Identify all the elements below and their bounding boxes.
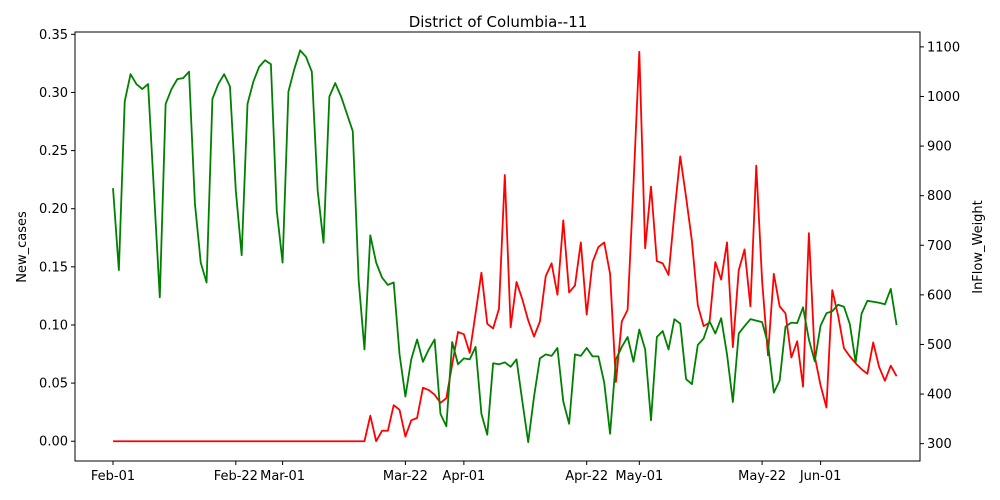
y-left-tick-label: 0.10 (39, 318, 68, 333)
y-axis-left-title: New_cases (15, 211, 30, 283)
y-right-tick-label: 400 (927, 388, 952, 403)
y-left-tick-label: 0.20 (39, 202, 68, 217)
series-lines (112, 49, 898, 444)
y-right-tick-label: 800 (927, 189, 952, 204)
x-tick-label: Jun-01 (799, 469, 842, 484)
x-axis: Feb-01 Feb-22 Mar-01 Mar-22 Apr-01 Apr-22 May-… (91, 461, 841, 484)
y-left-tick-label: 0.00 (39, 435, 68, 450)
x-tick-label: Mar-01 (260, 469, 305, 484)
series-line-inflow-weight (112, 49, 898, 444)
x-tick-label: Feb-01 (91, 469, 135, 484)
y-axis-left: 0.00 0.05 0.10 0.15 0.20 0.25 0.30 0.35 (39, 28, 75, 450)
x-tick-label: Mar-22 (383, 469, 428, 484)
x-tick-label: May-01 (615, 469, 663, 484)
y-left-tick-label: 0.15 (39, 260, 68, 275)
y-left-tick-label: 0.25 (39, 144, 68, 159)
y-right-tick-label: 500 (927, 338, 952, 353)
y-right-tick-label: 900 (927, 140, 952, 155)
y-right-tick-label: 1000 (927, 90, 960, 105)
y-left-tick-label: 0.35 (39, 28, 68, 43)
x-tick-label: May-22 (738, 469, 786, 484)
x-tick-label: Apr-22 (565, 469, 608, 484)
y-right-tick-label: 1100 (927, 40, 960, 55)
y-right-tick-label: 300 (927, 437, 952, 452)
plot-frame (74, 31, 921, 462)
y-axis-right-title: InFlow_Weight (971, 200, 986, 294)
x-tick-label: Feb-22 (214, 469, 258, 484)
chart-title: District of Columbia--11 (409, 13, 588, 31)
y-right-tick-label: 700 (927, 239, 952, 254)
y-right-tick-label: 600 (927, 288, 952, 303)
y-left-tick-label: 0.30 (39, 86, 68, 101)
x-tick-label: Apr-01 (442, 469, 485, 484)
y-left-tick-label: 0.05 (39, 377, 68, 392)
y-axis-right: 300 400 500 600 700 800 900 1000 1100 (920, 40, 960, 452)
